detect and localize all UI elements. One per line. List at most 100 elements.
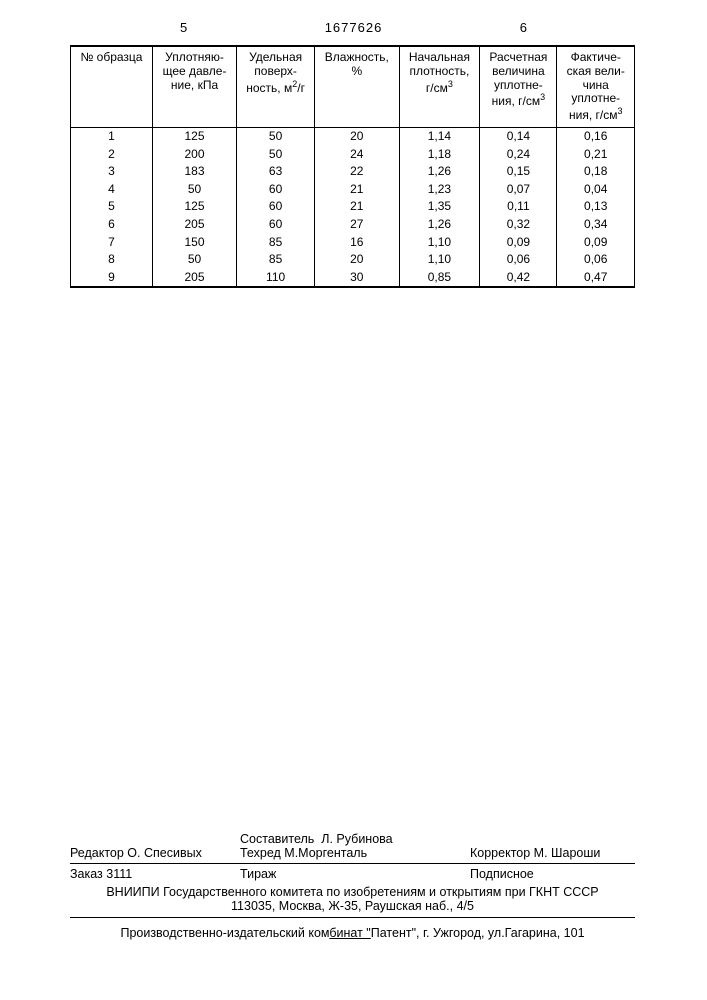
table-cell: 110 [237,269,315,288]
table-cell: 8 [71,251,153,269]
table-cell: 9 [71,269,153,288]
table-header-row: № образца Уплотняю-щее давле-ние, кПа Уд… [71,46,635,127]
table-cell: 27 [315,216,399,234]
col-header: Расчетнаявеличинауплотне-ния, г/см3 [480,46,557,127]
table-cell: 30 [315,269,399,288]
table-cell: 60 [237,181,315,199]
table-cell: 22 [315,163,399,181]
table-cell: 0,34 [557,216,635,234]
table-cell: 21 [315,181,399,199]
compiler-techred-cell: Составитель Л. Рубинова Техред М.Моргент… [240,832,460,860]
col-header: № образца [71,46,153,127]
table-cell: 125 [152,127,236,145]
table-cell: 200 [152,146,236,164]
tirazh-label: Тираж [240,867,460,881]
table-cell: 4 [71,181,153,199]
table-cell: 6 [71,216,153,234]
table-cell: 21 [315,198,399,216]
corrector-label: Корректор [470,846,530,860]
table-cell: 1,14 [399,127,480,145]
order-number: Заказ 3111 [70,867,240,881]
corrector-name: М. Шароши [534,846,601,860]
compiler-label: Составитель [240,832,314,846]
table-cell: 50 [237,146,315,164]
production-line: Производственно-издательский комбинат "П… [70,918,635,940]
table-cell: 0,06 [557,251,635,269]
table-cell: 150 [152,234,236,252]
table-cell: 60 [237,216,315,234]
table-cell: 0,18 [557,163,635,181]
table-cell: 63 [237,163,315,181]
vniipi-block: ВНИИПИ Государственного комитета по изоб… [70,883,635,918]
table-cell: 0,11 [480,198,557,216]
table-cell: 50 [152,251,236,269]
table-cell: 85 [237,251,315,269]
table-cell: 50 [152,181,236,199]
table-cell: 7 [71,234,153,252]
table-row: 112550201,140,140,16 [71,127,635,145]
table-row: 85085201,100,060,06 [71,251,635,269]
table-row: 318363221,260,150,18 [71,163,635,181]
table-cell: 20 [315,251,399,269]
table-cell: 2 [71,146,153,164]
data-table: № образца Уплотняю-щее давле-ние, кПа Уд… [70,45,635,288]
table-cell: 0,85 [399,269,480,288]
table-cell: 0,21 [557,146,635,164]
editor-label: Редактор [70,846,124,860]
table-row: 9205110300,850,420,47 [71,269,635,288]
table-cell: 0,09 [480,234,557,252]
table-cell: 20 [315,127,399,145]
table-cell: 3 [71,163,153,181]
page-number-right: 6 [520,20,527,35]
table-cell: 1,18 [399,146,480,164]
table-cell: 0,24 [480,146,557,164]
table-cell: 1,23 [399,181,480,199]
table-body: 112550201,140,140,16220050241,180,240,21… [71,127,635,287]
table-cell: 183 [152,163,236,181]
table-cell: 50 [237,127,315,145]
editor-name: О. Спесивых [127,846,202,860]
vniipi-line2: 113035, Москва, Ж-35, Раушская наб., 4/5 [70,899,635,913]
table-row: 620560271,260,320,34 [71,216,635,234]
table-cell: 1,26 [399,216,480,234]
col-header: Удельнаяповерх-ность, м2/г [237,46,315,127]
table-cell: 0,32 [480,216,557,234]
page-number-left: 5 [180,20,187,35]
table-cell: 60 [237,198,315,216]
table-cell: 85 [237,234,315,252]
table-cell: 5 [71,198,153,216]
corrector-cell: Корректор М. Шароши [460,832,635,860]
subscription-label: Подписное [460,867,635,881]
table-cell: 1,35 [399,198,480,216]
table-cell: 205 [152,216,236,234]
vniipi-line1: ВНИИПИ Государственного комитета по изоб… [70,885,635,899]
table-cell: 16 [315,234,399,252]
table-cell: 0,16 [557,127,635,145]
techred-name: М.Моргенталь [284,846,367,860]
col-header: Уплотняю-щее давле-ние, кПа [152,46,236,127]
table-cell: 0,15 [480,163,557,181]
compiler-name: Л. Рубинова [321,832,392,846]
techred-label: Техред [240,846,281,860]
order-row: Заказ 3111 Тираж Подписное [70,867,635,883]
patent-number: 1677626 [325,20,383,35]
table-cell: 0,04 [557,181,635,199]
col-header: Влажность,% [315,46,399,127]
table-row: 512560211,350,110,13 [71,198,635,216]
footer-block: Редактор О. Спесивых Составитель Л. Руби… [70,832,635,940]
table-cell: 0,06 [480,251,557,269]
table-cell: 0,13 [557,198,635,216]
table-cell: 1,10 [399,251,480,269]
table-cell: 0,07 [480,181,557,199]
table-cell: 205 [152,269,236,288]
col-header: Фактиче-ская вели-чинауплотне-ния, г/см3 [557,46,635,127]
table-row: 220050241,180,240,21 [71,146,635,164]
table-cell: 1,26 [399,163,480,181]
editor-cell: Редактор О. Спесивых [70,832,240,860]
col-header: Начальнаяплотность,г/см3 [399,46,480,127]
table-row: 45060211,230,070,04 [71,181,635,199]
table-cell: 125 [152,198,236,216]
table-cell: 0,14 [480,127,557,145]
table-cell: 0,47 [557,269,635,288]
credits-row: Редактор О. Спесивых Составитель Л. Руби… [70,832,635,864]
